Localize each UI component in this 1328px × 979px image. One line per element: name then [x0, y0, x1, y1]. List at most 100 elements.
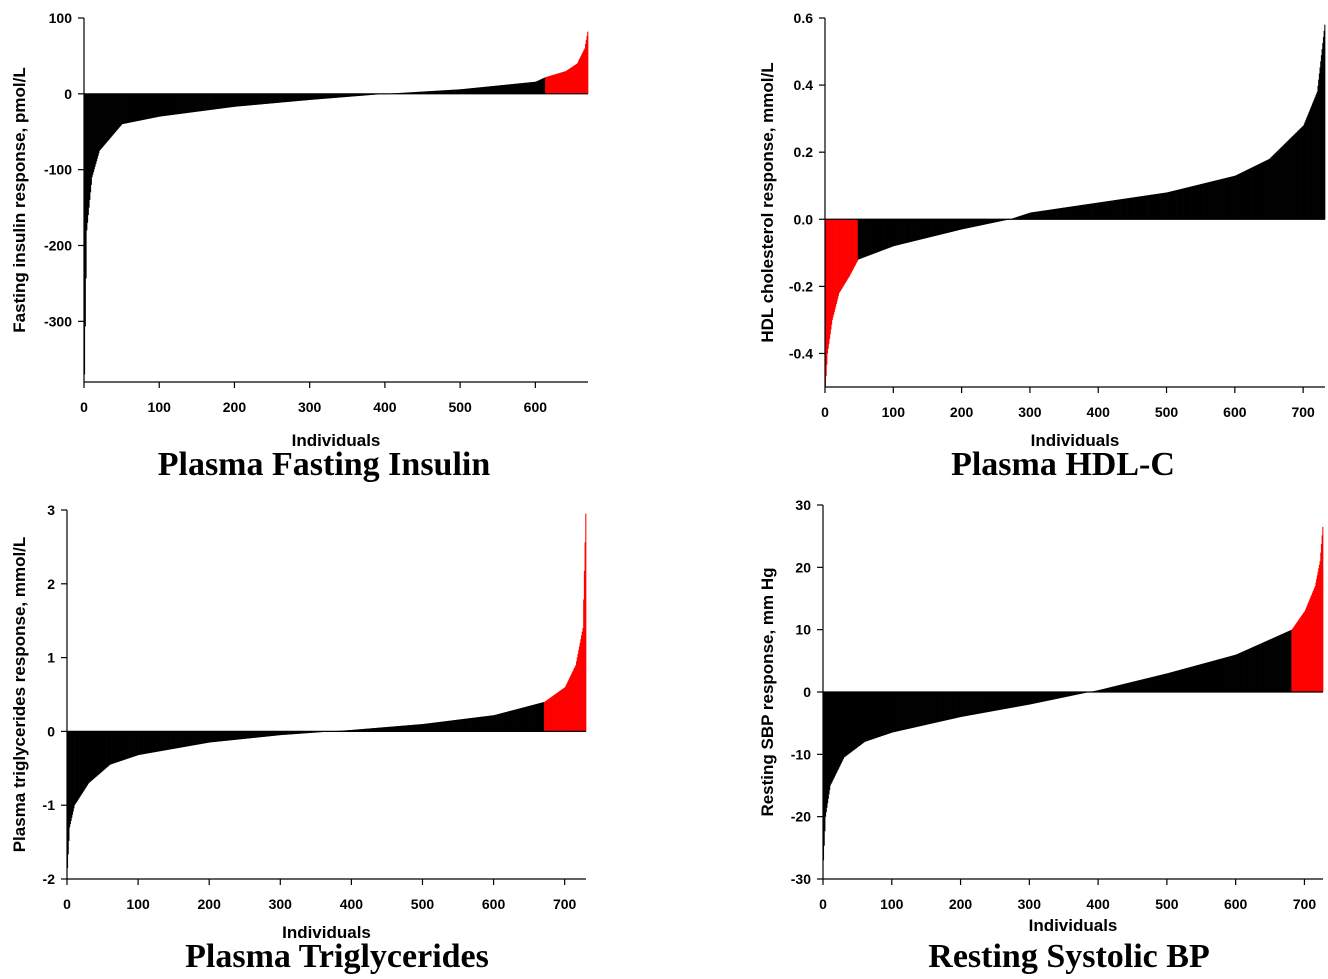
- bar: [1283, 633, 1285, 692]
- bar: [438, 721, 440, 732]
- bar: [538, 703, 540, 732]
- bar-highlight: [549, 75, 551, 94]
- bar: [1137, 196, 1139, 220]
- bar: [1179, 669, 1181, 692]
- bar: [968, 692, 970, 716]
- bar: [1087, 204, 1090, 220]
- bar-highlight: [558, 691, 560, 732]
- bar: [878, 219, 880, 252]
- bar: [838, 692, 840, 768]
- bar: [205, 93, 207, 111]
- bar: [1142, 679, 1144, 692]
- bar: [868, 219, 870, 256]
- bar: [867, 219, 869, 256]
- bar: [228, 93, 230, 108]
- bar: [492, 715, 494, 732]
- bar: [128, 731, 130, 759]
- bar: [538, 80, 540, 94]
- bar: [922, 692, 924, 726]
- bar: [450, 720, 452, 732]
- bar: [229, 731, 231, 741]
- bar: [506, 84, 508, 94]
- bar: [511, 84, 513, 94]
- bar: [93, 93, 95, 170]
- bar: [1228, 656, 1230, 692]
- bar: [915, 219, 917, 241]
- bar: [78, 731, 80, 799]
- bar: [1237, 653, 1239, 692]
- bar: [516, 709, 518, 732]
- bar: [1248, 649, 1250, 692]
- bar: [229, 731, 231, 741]
- bar: [539, 703, 541, 732]
- bar: [1067, 207, 1069, 220]
- bar: [161, 93, 163, 117]
- bar: [1045, 692, 1047, 702]
- bar: [193, 93, 195, 113]
- bar: [897, 219, 899, 246]
- bar: [364, 728, 366, 732]
- bar: [1071, 206, 1073, 220]
- bar: [424, 91, 426, 94]
- bar: [1123, 683, 1125, 692]
- bar: [1197, 665, 1199, 692]
- bar-highlight: [842, 219, 844, 287]
- bar: [536, 703, 538, 732]
- y-tick-label: 0.0: [794, 211, 814, 227]
- bar: [279, 93, 281, 103]
- bar: [389, 726, 391, 732]
- bar: [509, 84, 511, 94]
- bar: [992, 692, 994, 712]
- bar-highlight: [844, 219, 846, 285]
- bar: [271, 731, 273, 736]
- bar: [405, 92, 408, 94]
- bar: [1198, 184, 1200, 220]
- bar: [1268, 639, 1270, 692]
- bar: [201, 731, 203, 744]
- bar: [306, 93, 308, 101]
- bar: [1051, 692, 1053, 700]
- bar: [1267, 640, 1270, 692]
- bar: [1044, 692, 1046, 702]
- bar: [993, 692, 995, 711]
- bar: [245, 731, 247, 739]
- bar: [293, 93, 295, 102]
- bar-highlight: [582, 51, 584, 94]
- bar: [984, 219, 986, 225]
- bar: [110, 731, 112, 765]
- bar: [1292, 136, 1294, 220]
- bar: [162, 93, 164, 117]
- bar: [430, 91, 432, 94]
- bar: [167, 731, 169, 750]
- bar: [542, 78, 544, 94]
- bar: [1244, 650, 1246, 692]
- bar: [1143, 195, 1145, 220]
- bar-highlight: [566, 684, 568, 732]
- bar: [1120, 199, 1122, 220]
- bar-highlight: [1321, 535, 1323, 692]
- bar: [312, 93, 314, 100]
- bar: [229, 93, 231, 108]
- bar: [479, 716, 481, 732]
- bar: [266, 731, 268, 737]
- bar: [296, 93, 298, 102]
- bar: [180, 731, 182, 748]
- bar: [1132, 681, 1134, 692]
- bar: [1101, 202, 1103, 220]
- bar: [1289, 630, 1291, 692]
- x-tick-label: 400: [340, 896, 364, 912]
- bar-highlight: [1296, 622, 1298, 692]
- bar: [293, 93, 295, 102]
- y-tick-label: -1: [43, 797, 56, 813]
- bar: [938, 692, 940, 722]
- bar: [1075, 692, 1077, 695]
- bar-highlight: [583, 49, 585, 94]
- bar: [1110, 200, 1112, 220]
- bar: [90, 93, 92, 193]
- bar-highlight: [581, 52, 584, 94]
- bar: [1236, 654, 1238, 692]
- bar: [1145, 195, 1147, 220]
- bar: [865, 219, 868, 257]
- bar: [413, 724, 415, 732]
- bar-highlight: [578, 60, 580, 94]
